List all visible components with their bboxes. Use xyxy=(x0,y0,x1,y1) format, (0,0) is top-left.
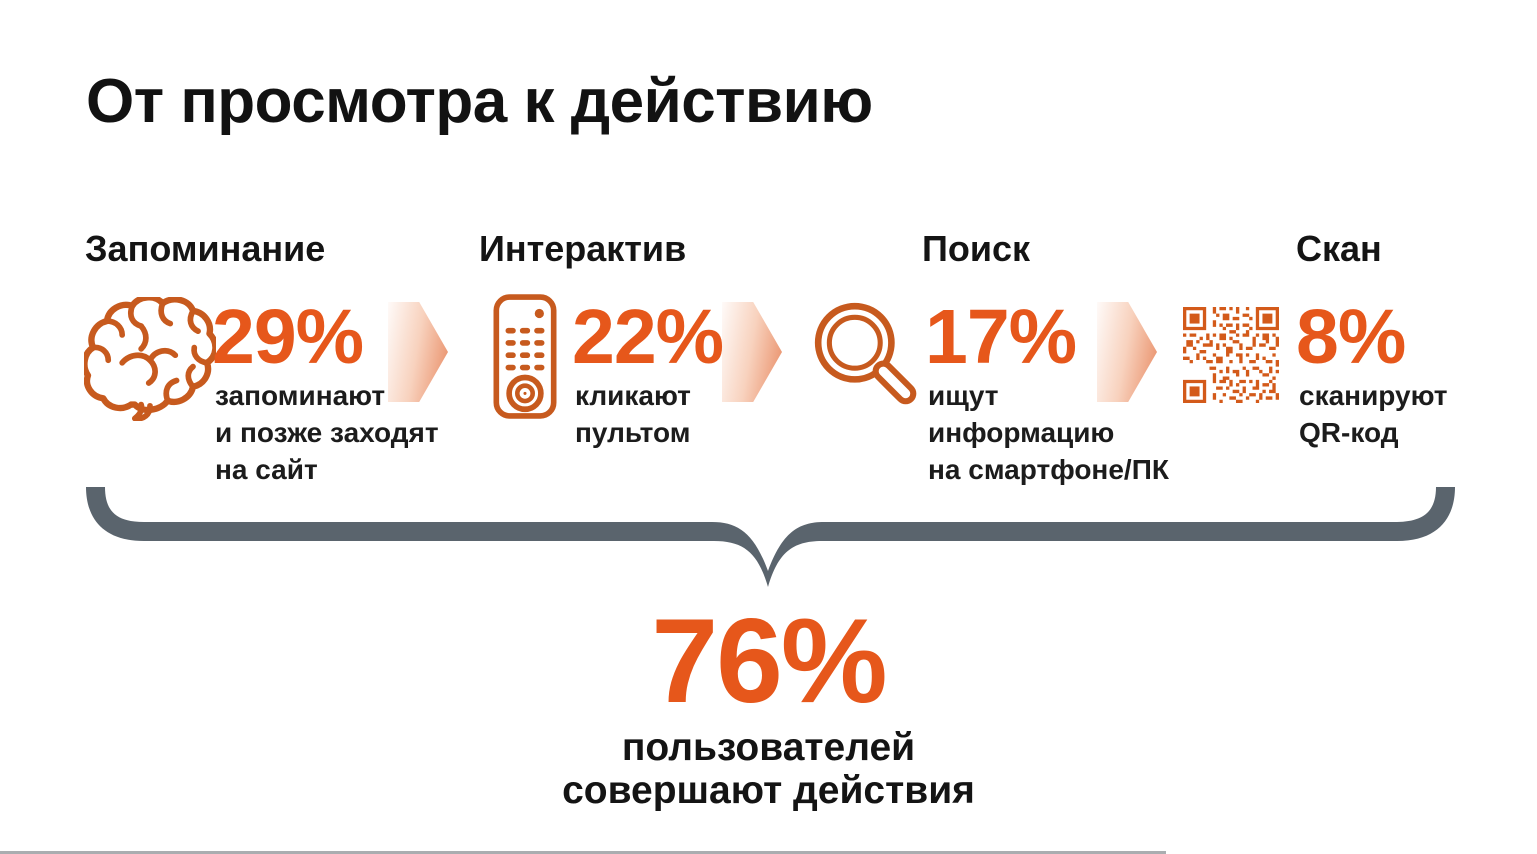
curly-brace xyxy=(86,487,1455,587)
stage-description-search: ищут информацию на смартфоне/ПК xyxy=(928,380,1169,485)
stage-value-search: 17% xyxy=(925,294,1077,380)
total-value: 76% xyxy=(651,594,887,728)
total-label: пользователей совершают действия xyxy=(562,726,975,812)
stage-title-memorization: Запоминание xyxy=(85,228,326,269)
stage-title-interactive: Интерактив xyxy=(479,228,687,269)
arrow-right-icon xyxy=(722,302,782,402)
stage-value-memorization: 29% xyxy=(212,294,364,380)
stage-description-scan: сканируют QR-код xyxy=(1299,380,1448,448)
stage-description-memorization: запоминают и позже заходят на сайт xyxy=(215,380,439,485)
page-title: От просмотра к действию xyxy=(86,67,873,136)
screenshot-edge-artifact xyxy=(0,851,1166,854)
remote-control-icon xyxy=(489,293,561,420)
stage-value-scan: 8% xyxy=(1296,294,1406,380)
stage-description-interactive: кликают пультом xyxy=(575,380,691,448)
stage-value-interactive: 22% xyxy=(572,294,724,380)
arrow-right-icon xyxy=(388,302,448,402)
stage-title-search: Поиск xyxy=(922,228,1031,269)
search-icon xyxy=(808,298,926,416)
brain-icon xyxy=(84,297,216,421)
total-block: 76% пользователей совершают действия xyxy=(0,600,1537,812)
qr-code-icon xyxy=(1183,307,1279,403)
stage-title-scan: Скан xyxy=(1296,228,1382,269)
